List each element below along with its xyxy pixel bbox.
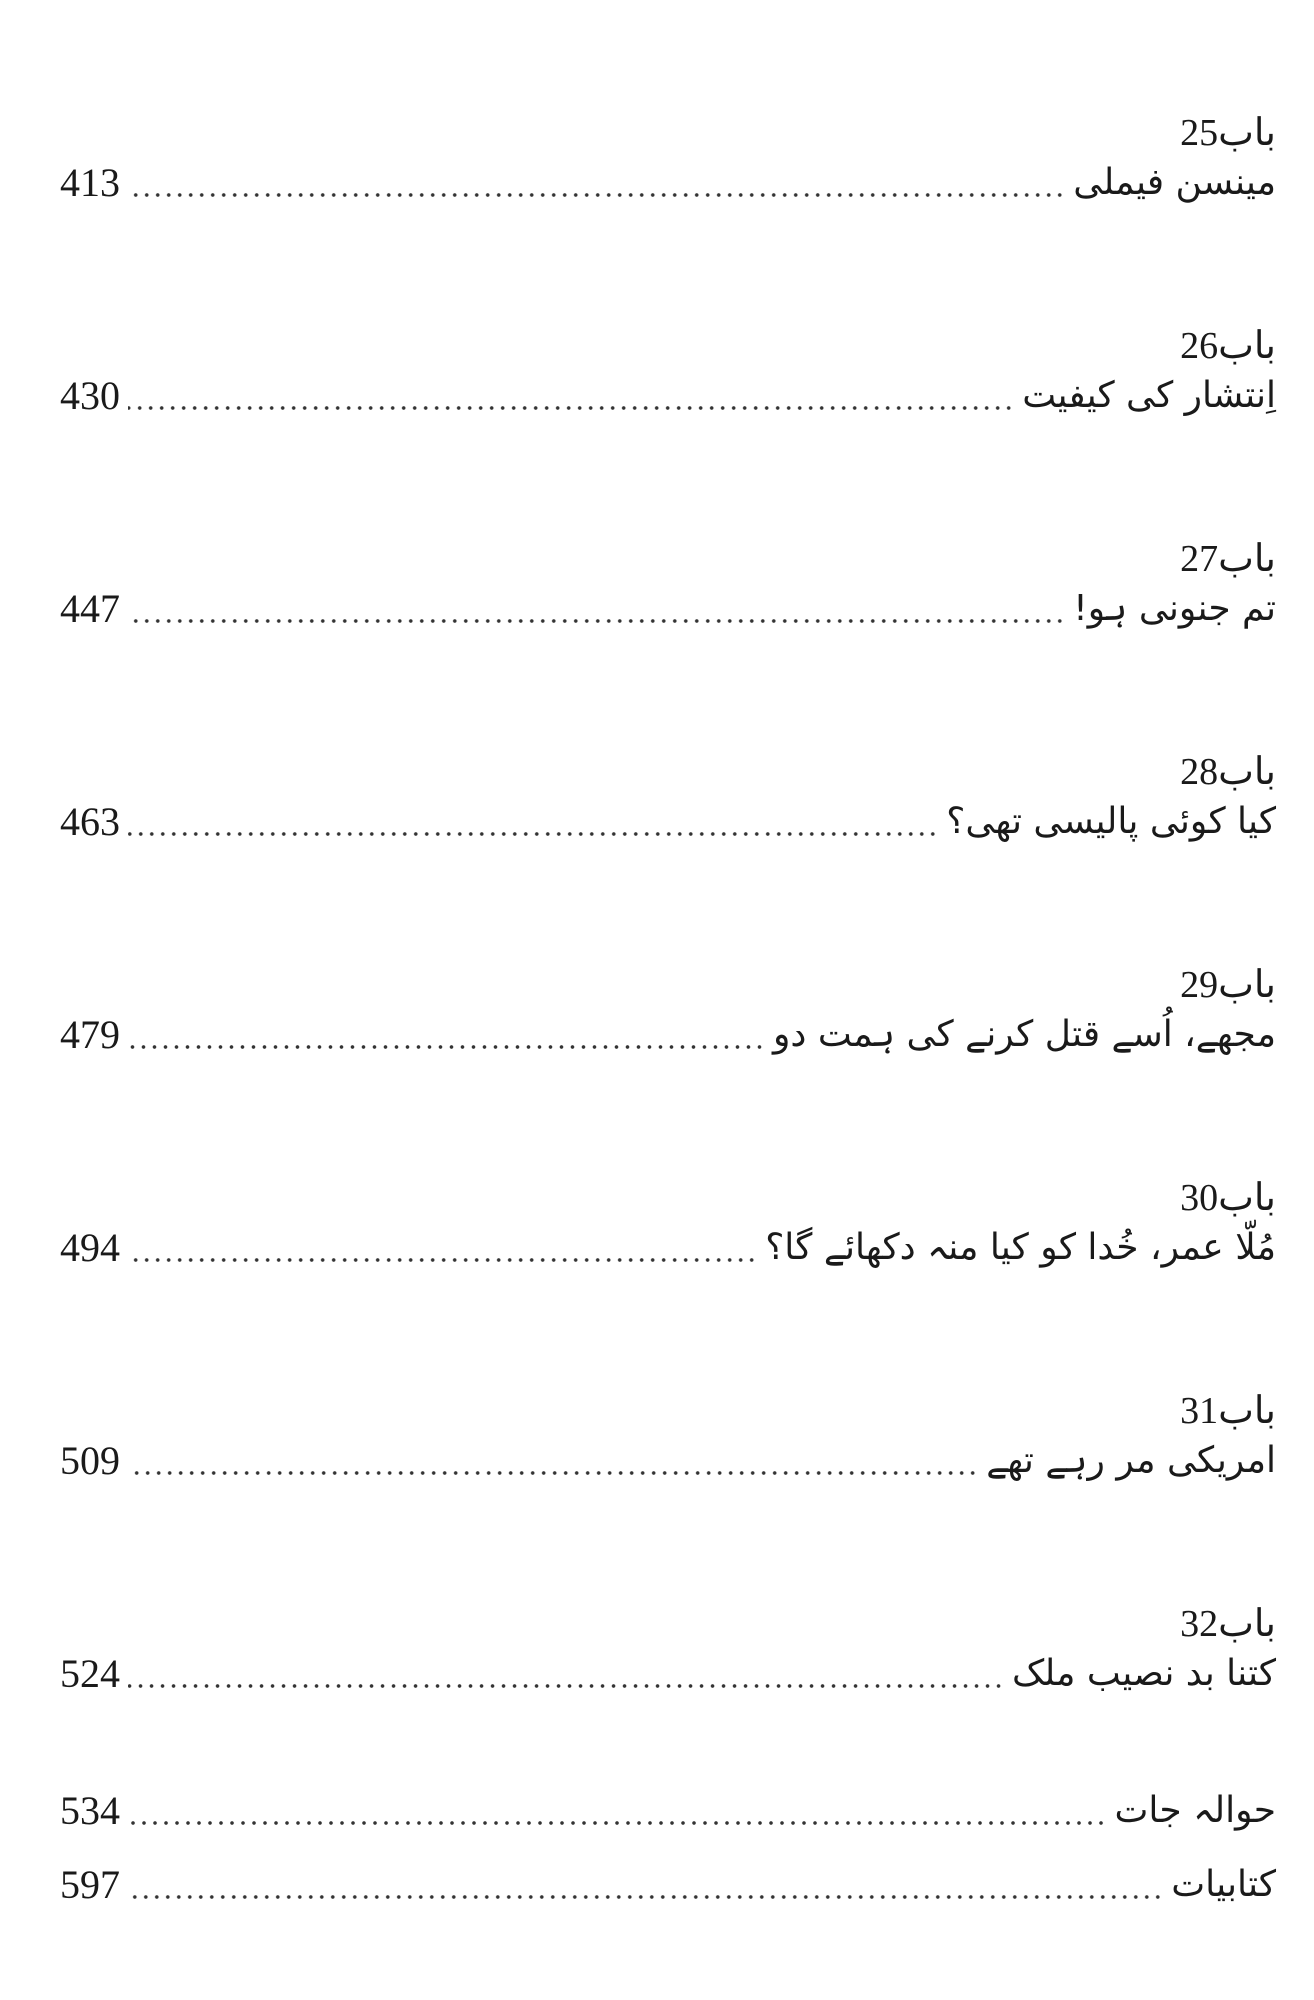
toc-chapter-entry: باب29 مجھے، اُسے قتل کرنے کی ہمت دو 479 bbox=[60, 962, 1276, 1062]
chapter-title: امریکی مر رہے تھے bbox=[986, 1440, 1276, 1481]
chapter-heading: باب32 bbox=[60, 1601, 1276, 1647]
dot-leader bbox=[128, 1683, 1005, 1689]
toc-row: کیا کوئی پالیسی تھی؟ 463 bbox=[60, 795, 1276, 849]
page-number: 413 bbox=[60, 160, 120, 205]
chapter-title: مُلّا عمر، خُدا کو کیا منہ دکھائے گا؟ bbox=[765, 1227, 1276, 1268]
chapter-number: 25 bbox=[1180, 112, 1219, 154]
chapter-label: باب bbox=[1218, 751, 1276, 793]
chapter-title: مجھے، اُسے قتل کرنے کی ہمت دو bbox=[772, 1014, 1276, 1055]
toc-chapter-entry: باب27 تم جنونی ہو! 447 bbox=[60, 536, 1276, 636]
toc-chapter-entry: باب28 کیا کوئی پالیسی تھی؟ 463 bbox=[60, 749, 1276, 849]
dot-leader bbox=[128, 831, 939, 837]
dot-leader bbox=[128, 1257, 758, 1263]
chapter-heading: باب26 bbox=[60, 323, 1276, 369]
toc-row: کتنا بد نصیب ملک 524 bbox=[60, 1647, 1276, 1701]
dot-leader bbox=[128, 1470, 979, 1476]
chapter-title: تم جنونی ہو! bbox=[1073, 588, 1276, 629]
chapter-label: باب bbox=[1218, 1177, 1276, 1219]
chapter-heading: باب27 bbox=[60, 536, 1276, 582]
appendix-title: کتابیات bbox=[1171, 1864, 1276, 1905]
chapter-number: 31 bbox=[1180, 1390, 1219, 1432]
appendix-title: حوالہ جات bbox=[1114, 1790, 1276, 1831]
toc-row: کتابیات 597 bbox=[60, 1858, 1276, 1912]
dot-leader bbox=[128, 1894, 1164, 1900]
chapter-number: 32 bbox=[1180, 1603, 1219, 1645]
chapter-label: باب bbox=[1218, 1603, 1276, 1645]
toc-row: تم جنونی ہو! 447 bbox=[60, 582, 1276, 636]
toc-row: اِنتشار کی کیفیت 430 bbox=[60, 369, 1276, 423]
chapter-title: کیا کوئی پالیسی تھی؟ bbox=[946, 801, 1276, 842]
chapter-heading: باب30 bbox=[60, 1175, 1276, 1221]
toc-row: مُلّا عمر، خُدا کو کیا منہ دکھائے گا؟ 494 bbox=[60, 1221, 1276, 1275]
chapter-title: کتنا بد نصیب ملک bbox=[1012, 1653, 1276, 1694]
page-number: 494 bbox=[60, 1225, 120, 1270]
toc-chapter-entry: باب26 اِنتشار کی کیفیت 430 bbox=[60, 323, 1276, 423]
page-number: 447 bbox=[60, 586, 120, 631]
chapter-label: باب bbox=[1218, 538, 1276, 580]
chapter-label: باب bbox=[1218, 964, 1276, 1006]
toc-chapter-entry: باب30 مُلّا عمر، خُدا کو کیا منہ دکھائے گ… bbox=[60, 1175, 1276, 1275]
toc-row: مینسن فیملی 413 bbox=[60, 156, 1276, 210]
toc-row: امریکی مر رہے تھے 509 bbox=[60, 1434, 1276, 1488]
dot-leader bbox=[128, 192, 1066, 198]
chapter-label: باب bbox=[1218, 1390, 1276, 1432]
page-number: 534 bbox=[60, 1788, 120, 1833]
page-number: 509 bbox=[60, 1438, 120, 1483]
page-number: 597 bbox=[60, 1862, 120, 1907]
page-number: 524 bbox=[60, 1651, 120, 1696]
chapter-number: 29 bbox=[1180, 964, 1219, 1006]
chapter-heading: باب25 bbox=[60, 110, 1276, 156]
chapter-heading: باب28 bbox=[60, 749, 1276, 795]
toc-chapter-entry: باب32 کتنا بد نصیب ملک 524 bbox=[60, 1601, 1276, 1701]
dot-leader bbox=[128, 1820, 1107, 1826]
toc-appendix-entry: کتابیات 597 bbox=[60, 1858, 1276, 1912]
toc-row: مجھے، اُسے قتل کرنے کی ہمت دو 479 bbox=[60, 1008, 1276, 1062]
chapter-number: 26 bbox=[1180, 325, 1219, 367]
chapter-title: اِنتشار کی کیفیت bbox=[1022, 375, 1276, 416]
dot-leader bbox=[128, 405, 1015, 411]
chapter-heading: باب29 bbox=[60, 962, 1276, 1008]
page-number: 479 bbox=[60, 1012, 120, 1057]
chapter-label: باب bbox=[1218, 325, 1276, 367]
chapter-number: 30 bbox=[1180, 1177, 1219, 1219]
chapter-title: مینسن فیملی bbox=[1073, 162, 1276, 203]
dot-leader bbox=[128, 618, 1066, 624]
chapter-number: 28 bbox=[1180, 751, 1219, 793]
toc-chapter-entry: باب31 امریکی مر رہے تھے 509 bbox=[60, 1388, 1276, 1488]
toc-chapter-entry: باب25 مینسن فیملی 413 bbox=[60, 110, 1276, 210]
toc-appendix-entry: حوالہ جات 534 bbox=[60, 1784, 1276, 1838]
chapter-label: باب bbox=[1218, 112, 1276, 154]
page-number: 430 bbox=[60, 373, 120, 418]
chapter-heading: باب31 bbox=[60, 1388, 1276, 1434]
dot-leader bbox=[128, 1044, 765, 1050]
toc-row: حوالہ جات 534 bbox=[60, 1784, 1276, 1838]
chapter-number: 27 bbox=[1180, 538, 1219, 580]
page-number: 463 bbox=[60, 799, 120, 844]
